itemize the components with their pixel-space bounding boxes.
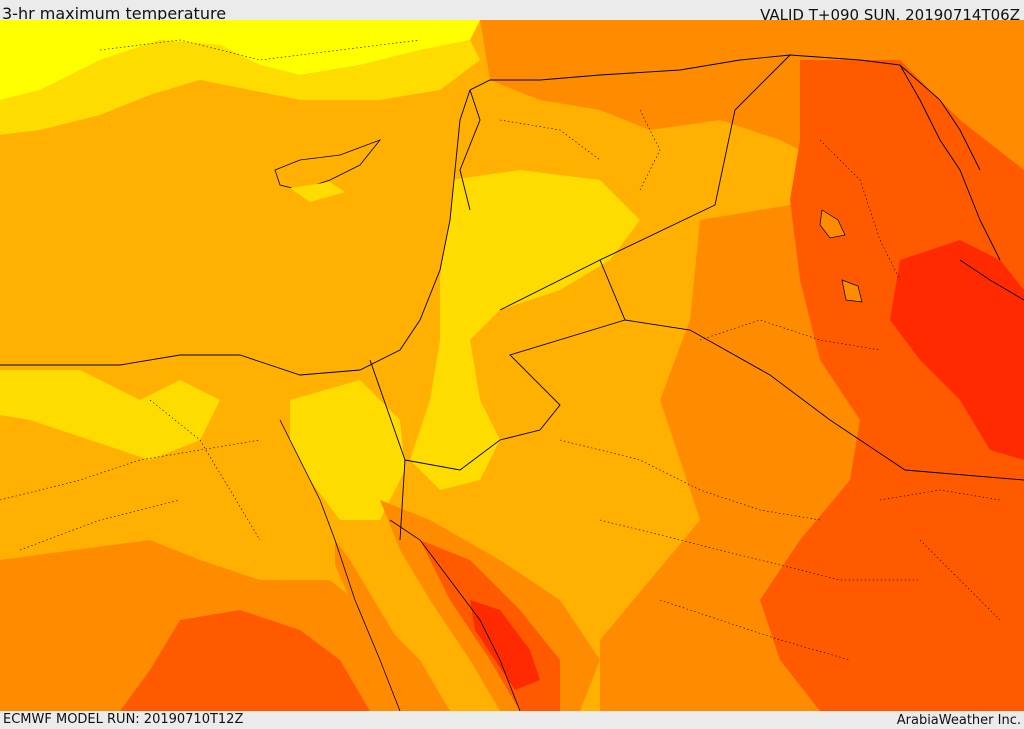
footer-bar: ECMWF MODEL RUN: 20190710T12Z ArabiaWeat… bbox=[0, 711, 1024, 729]
temperature-band-gold-cyprus bbox=[290, 182, 345, 202]
lake-tharthar bbox=[819, 209, 846, 239]
temperature-band-deep-orange-sw bbox=[120, 610, 370, 711]
temperature-band-gold-sinai bbox=[290, 380, 405, 520]
temperature-map[interactable] bbox=[0, 20, 1024, 711]
temperature-band-yellow bbox=[0, 20, 480, 100]
model-run: ECMWF MODEL RUN: 20190710T12Z bbox=[3, 712, 244, 727]
temperature-band-gold bbox=[0, 40, 480, 135]
map-canvas bbox=[0, 20, 1024, 711]
coastline-red-sea-east bbox=[389, 519, 521, 711]
red-sea bbox=[335, 540, 420, 711]
map-title: 3-hr maximum temperature bbox=[2, 4, 227, 23]
coastline-levant bbox=[0, 54, 981, 376]
credit-label: ArabiaWeather Inc. bbox=[896, 713, 1021, 728]
mediterranean-sea bbox=[0, 80, 460, 375]
temperature-band-red-iraq bbox=[890, 240, 1024, 460]
province-borders bbox=[0, 39, 1001, 661]
temperature-band-red-redsea bbox=[470, 600, 540, 690]
temperature-band-gold-levant bbox=[410, 170, 640, 490]
valid-time: VALID T+090 SUN. 20190714T06Z bbox=[760, 6, 1020, 24]
temperature-band-gold-delta bbox=[0, 370, 220, 460]
coastline-gulf bbox=[959, 259, 1024, 301]
country-borders bbox=[369, 54, 1024, 541]
coastline-red-sea-west bbox=[279, 419, 401, 711]
header-bar: 3-hr maximum temperature VALID T+090 SUN… bbox=[0, 0, 1024, 24]
cyprus-outline bbox=[274, 139, 382, 191]
lake-habbaniyah bbox=[841, 279, 863, 303]
